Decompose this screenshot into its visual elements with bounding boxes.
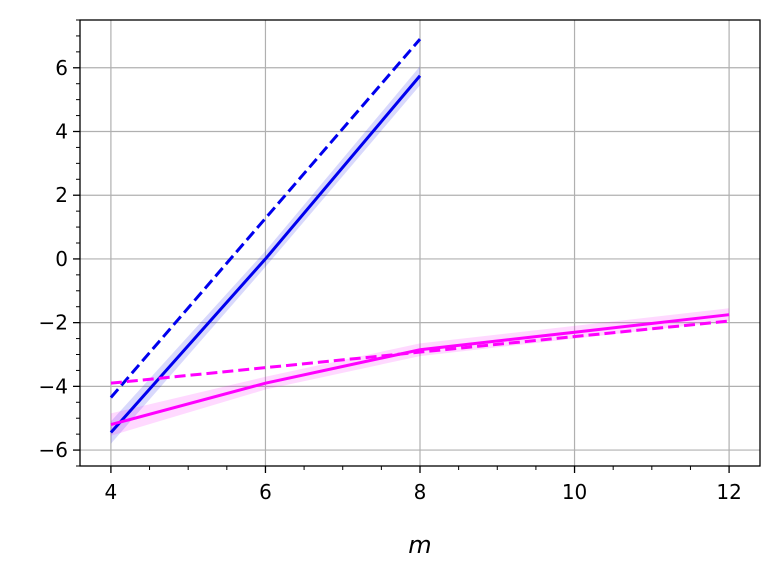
- x-tick-label-3: 10: [562, 480, 587, 504]
- x-tick-label-0: 4: [105, 480, 118, 504]
- series-lines: [109, 38, 730, 434]
- axis-ticks: [73, 19, 730, 473]
- x-tick-label-4: 12: [716, 480, 741, 504]
- y-tick-label-3: 0: [55, 247, 68, 271]
- y-tick-label-5: 4: [55, 120, 68, 144]
- x-axis-title: m: [408, 531, 431, 559]
- series-3-line: [110, 319, 730, 385]
- y-tick-label-4: 2: [55, 183, 68, 207]
- x-tick-label-1: 6: [259, 480, 272, 504]
- y-tick-label-6: 6: [55, 56, 68, 80]
- series-1-line: [109, 38, 422, 399]
- tick-labels: 4 6 8 10 12 −6 −4 −2 0 2 4 6: [39, 56, 742, 504]
- y-tick-label-1: −4: [39, 374, 68, 398]
- grid: [80, 20, 760, 466]
- series-0-band: [110, 66, 420, 444]
- y-tick-label-0: −6: [39, 438, 68, 462]
- x-tick-label-2: 8: [414, 480, 427, 504]
- y-tick-label-2: −2: [39, 311, 68, 335]
